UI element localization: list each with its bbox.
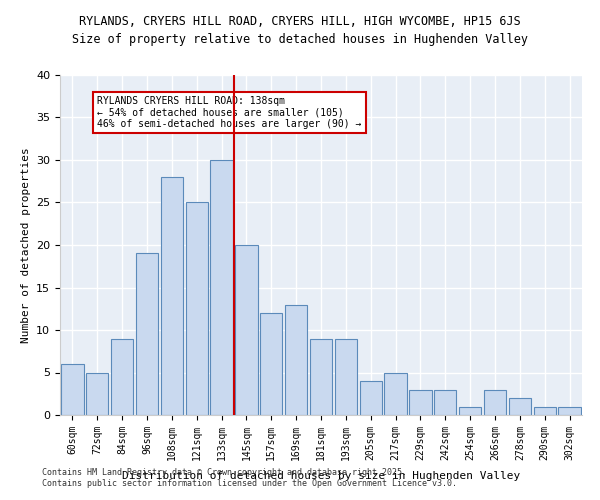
Text: Size of property relative to detached houses in Hughenden Valley: Size of property relative to detached ho… — [72, 32, 528, 46]
Bar — [61, 364, 83, 415]
Bar — [260, 313, 283, 415]
Text: RYLANDS, CRYERS HILL ROAD, CRYERS HILL, HIGH WYCOMBE, HP15 6JS: RYLANDS, CRYERS HILL ROAD, CRYERS HILL, … — [79, 15, 521, 28]
Bar — [211, 160, 233, 415]
Bar — [86, 372, 109, 415]
Text: Contains HM Land Registry data © Crown copyright and database right 2025.
Contai: Contains HM Land Registry data © Crown c… — [42, 468, 457, 487]
Bar — [335, 338, 357, 415]
Bar — [285, 304, 307, 415]
Bar — [310, 338, 332, 415]
Y-axis label: Number of detached properties: Number of detached properties — [20, 147, 31, 343]
Bar — [359, 381, 382, 415]
Bar — [509, 398, 531, 415]
Bar — [185, 202, 208, 415]
Bar — [161, 177, 183, 415]
Bar — [136, 254, 158, 415]
Bar — [559, 406, 581, 415]
Bar — [409, 390, 431, 415]
Bar — [385, 372, 407, 415]
X-axis label: Distribution of detached houses by size in Hughenden Valley: Distribution of detached houses by size … — [122, 471, 520, 481]
Bar — [434, 390, 457, 415]
Bar — [484, 390, 506, 415]
Bar — [235, 245, 257, 415]
Bar — [111, 338, 133, 415]
Bar — [533, 406, 556, 415]
Text: RYLANDS CRYERS HILL ROAD: 138sqm
← 54% of detached houses are smaller (105)
46% : RYLANDS CRYERS HILL ROAD: 138sqm ← 54% o… — [97, 96, 362, 130]
Bar — [459, 406, 481, 415]
